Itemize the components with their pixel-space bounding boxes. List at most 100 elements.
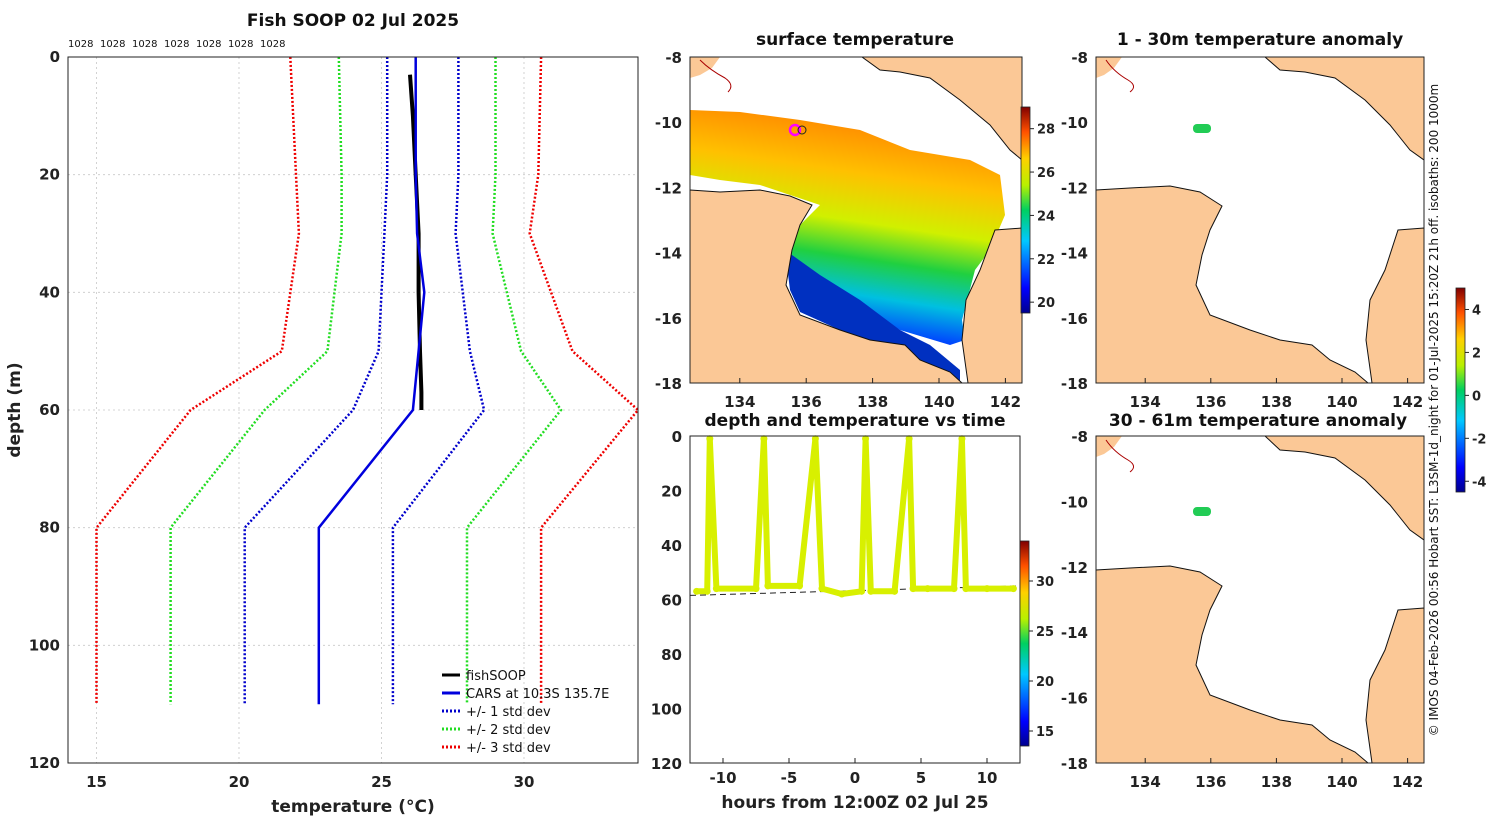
- profile-ytick: 40: [39, 283, 60, 301]
- legend-std3: +/- 3 std dev: [466, 741, 551, 756]
- map-xtick: 136: [791, 393, 822, 411]
- a2-land-east: [1365, 607, 1424, 763]
- ts-series: [689, 435, 1021, 598]
- sst-isobath: [699, 59, 732, 93]
- sst-colorbar: [1020, 106, 1031, 314]
- map-ytick: -14: [1061, 245, 1088, 263]
- ts-point: [909, 585, 917, 593]
- time-series-panel: depth and temperature vs time hours from…: [651, 411, 1054, 813]
- colorbar-tick-label: 15: [1036, 725, 1054, 740]
- sst-land-new-guinea: [690, 57, 720, 78]
- ts-ytick: 40: [661, 537, 682, 555]
- ts-xlabel: hours from 12:00Z 02 Jul 25: [721, 793, 988, 813]
- ts-point: [958, 435, 966, 443]
- ts-xtick: 10: [977, 769, 998, 787]
- profile-grid: [68, 56, 638, 764]
- map-ytick: -10: [1061, 493, 1088, 511]
- profile-series--1-std: [391, 57, 486, 705]
- profile-xtick: 20: [229, 773, 250, 791]
- map-ytick: -16: [655, 310, 682, 328]
- ts-ytick: 60: [661, 592, 682, 610]
- colorbar-tick-label: -4: [1472, 475, 1486, 490]
- map-ytick: -8: [1071, 49, 1088, 67]
- a1-land-east: [1365, 227, 1424, 383]
- sst-field: [690, 110, 1005, 345]
- profile-lines: [95, 56, 640, 705]
- profile-ytick: 60: [39, 401, 60, 419]
- map-ytick: -16: [1061, 690, 1088, 708]
- profile-series-fishsoop: [408, 74, 424, 410]
- map-xtick: 142: [990, 393, 1021, 411]
- profile-ytick: 80: [39, 519, 60, 537]
- map-ytick: -8: [665, 49, 682, 67]
- colorbar-tick-label: -2: [1472, 432, 1486, 447]
- map-ytick: -12: [1061, 179, 1088, 197]
- sst-ticks: 134 136 138 140 142 -8 -10 -12 -14 -16 -18: [655, 49, 1021, 411]
- a2-land-west: [1096, 565, 1369, 763]
- ts-point: [905, 435, 913, 443]
- a1-land-nw: [1096, 57, 1122, 78]
- colorbar-tick-label: 20: [1037, 296, 1055, 311]
- map-xtick: 142: [1392, 393, 1423, 411]
- sst-cold-water: [785, 250, 960, 383]
- map-ytick: -18: [655, 375, 682, 393]
- colorbar-tick-label: 24: [1037, 209, 1055, 224]
- anomaly-top-panel: 1 - 30m temperature anomaly 134 136 138 140…: [1061, 30, 1425, 411]
- a1-isobath: [1105, 59, 1134, 93]
- profile-panel: 15 20 25 30 0 20 40 60 80 100 120 Fish SOOP 02 Jul…: [5, 11, 640, 817]
- map-ytick: -12: [655, 179, 682, 197]
- ts-point: [796, 582, 804, 590]
- legend-std2: +/- 2 std dev: [466, 723, 551, 738]
- density-label: 1028: [196, 39, 221, 50]
- map-ytick: -18: [1061, 375, 1088, 393]
- sst-land-north: [861, 57, 1022, 161]
- sst-land-cape-york: [961, 227, 1022, 383]
- ts-point: [706, 435, 714, 443]
- profile-series--2-std: [169, 56, 343, 705]
- a2-frame: [1095, 435, 1425, 764]
- map-xtick: 138: [857, 393, 888, 411]
- ts-point: [891, 587, 899, 595]
- ts-point: [858, 587, 866, 595]
- profile-ytick: 100: [29, 636, 60, 654]
- a1-land-north: [1264, 57, 1424, 161]
- anomaly-colorbar-ticks: -4 -2 0 2 4: [1465, 303, 1486, 490]
- ts-point: [703, 587, 711, 595]
- ts-ytick: 0: [672, 428, 682, 446]
- surface-temperature-panel: surface temperature 134 136 138 140 142 -8 -10…: [655, 30, 1055, 411]
- colorbar-tick-label: 20: [1036, 675, 1054, 690]
- profile-series--3-std: [95, 56, 301, 705]
- map-xtick: 140: [1326, 393, 1357, 411]
- map-ytick: -12: [1061, 559, 1088, 577]
- colorbar-tick-label: 2: [1472, 346, 1481, 361]
- a2-ticks: 134 136 138 140 142 -8 -10 -12 -14 -16 -18: [1061, 428, 1423, 791]
- map-xtick: 134: [724, 393, 755, 411]
- map-ytick: -8: [1071, 428, 1088, 446]
- map-xtick: 138: [1261, 773, 1292, 791]
- ts-point: [712, 585, 720, 593]
- profile-xtick: 25: [371, 773, 392, 791]
- a2-title: 30 - 61m temperature anomaly: [1109, 411, 1407, 431]
- a1-ticks: 134 136 138 140 142 -8 -10 -12 -14 -16 -18: [1061, 49, 1423, 411]
- ts-xtick: -10: [709, 769, 736, 787]
- anomaly-bottom-panel: 30 - 61m temperature anomaly 134 136 138 14…: [1061, 411, 1425, 791]
- legend-cars: CARS at 10.3S 135.7E: [466, 687, 609, 702]
- a1-frame: [1095, 56, 1425, 384]
- profile-frame: [67, 56, 639, 764]
- colorbar-tick-label: 25: [1036, 625, 1054, 640]
- profile-xtick: 15: [86, 773, 107, 791]
- a2-land-nw: [1096, 436, 1122, 457]
- density-label: 1028: [100, 39, 125, 50]
- density-label: 1028: [68, 39, 93, 50]
- profile-series--3-std: [528, 56, 640, 705]
- profile-ytick: 120: [29, 754, 60, 772]
- ts-colorbar: [1019, 540, 1030, 747]
- a2-land-north: [1264, 436, 1424, 541]
- map-xtick: 142: [1392, 773, 1423, 791]
- sst-land-west: [690, 189, 963, 383]
- map-ytick: -16: [1061, 310, 1088, 328]
- side-caption: © IMOS 04-Feb-2026 00:56 Hobart SST: L3S…: [1427, 84, 1441, 737]
- density-label: 1028: [164, 39, 189, 50]
